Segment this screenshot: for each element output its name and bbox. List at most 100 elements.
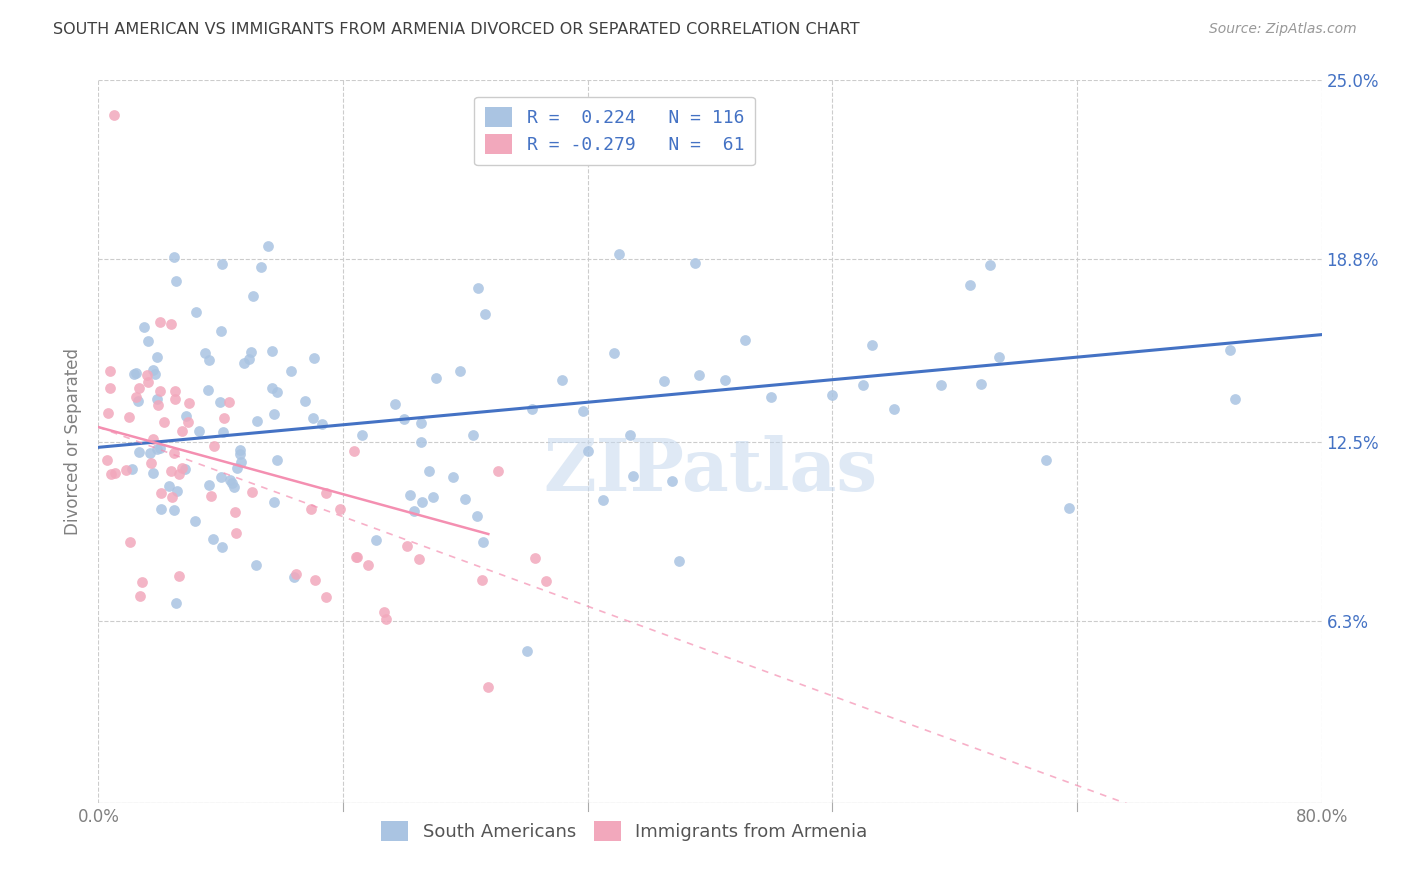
- Point: [688, 368, 710, 382]
- Point: [187, 424, 209, 438]
- Text: Source: ZipAtlas.com: Source: ZipAtlas.com: [1209, 22, 1357, 37]
- Point: [315, 486, 337, 500]
- Point: [177, 396, 200, 410]
- Point: [356, 558, 378, 572]
- Point: [98, 364, 121, 378]
- Point: [239, 345, 262, 359]
- Point: [461, 427, 484, 442]
- Point: [311, 417, 333, 432]
- Point: [146, 392, 169, 407]
- Point: [408, 552, 430, 566]
- Legend: South Americans, Immigrants from Armenia: South Americans, Immigrants from Armenia: [374, 814, 875, 848]
- Point: [160, 317, 183, 331]
- Point: [411, 416, 433, 430]
- Point: [411, 434, 433, 449]
- Point: [304, 573, 326, 587]
- Point: [284, 566, 307, 581]
- Point: [454, 491, 477, 506]
- Point: [118, 410, 141, 425]
- Point: [366, 533, 388, 547]
- Point: [214, 411, 236, 425]
- Point: [1223, 392, 1246, 407]
- Point: [174, 409, 197, 423]
- Point: [165, 274, 187, 288]
- Point: [136, 334, 159, 349]
- Point: [422, 490, 444, 504]
- Point: [260, 344, 283, 359]
- Point: [474, 307, 496, 321]
- Point: [821, 388, 844, 402]
- Point: [218, 394, 240, 409]
- Point: [607, 247, 630, 261]
- Point: [759, 390, 782, 404]
- Point: [240, 485, 263, 500]
- Point: [100, 467, 122, 482]
- Point: [860, 338, 883, 352]
- Point: [988, 350, 1011, 364]
- Point: [396, 539, 419, 553]
- Point: [208, 394, 231, 409]
- Point: [576, 444, 599, 458]
- Point: [211, 257, 233, 271]
- Point: [129, 590, 152, 604]
- Point: [399, 487, 422, 501]
- Point: [373, 605, 395, 619]
- Point: [959, 277, 981, 292]
- Point: [714, 373, 737, 387]
- Point: [418, 464, 440, 478]
- Point: [683, 255, 706, 269]
- Point: [166, 483, 188, 498]
- Point: [167, 467, 190, 481]
- Point: [302, 351, 325, 365]
- Point: [551, 373, 574, 387]
- Point: [157, 479, 180, 493]
- Point: [472, 535, 495, 549]
- Point: [266, 384, 288, 399]
- Point: [177, 415, 200, 429]
- Text: ZIPatlas: ZIPatlas: [543, 435, 877, 506]
- Point: [201, 533, 224, 547]
- Point: [471, 573, 494, 587]
- Point: [346, 550, 368, 565]
- Point: [149, 486, 172, 500]
- Point: [125, 367, 148, 381]
- Point: [257, 239, 280, 253]
- Point: [128, 380, 150, 394]
- Point: [226, 460, 249, 475]
- Point: [441, 470, 464, 484]
- Point: [96, 452, 118, 467]
- Point: [344, 549, 367, 564]
- Point: [165, 596, 187, 610]
- Point: [162, 502, 184, 516]
- Point: [621, 469, 644, 483]
- Point: [280, 364, 302, 378]
- Point: [200, 489, 222, 503]
- Point: [668, 554, 690, 568]
- Point: [343, 443, 366, 458]
- Point: [245, 558, 267, 573]
- Point: [250, 260, 273, 275]
- Point: [194, 346, 217, 360]
- Point: [139, 456, 162, 470]
- Point: [159, 464, 181, 478]
- Point: [146, 351, 169, 365]
- Point: [142, 466, 165, 480]
- Point: [302, 411, 325, 425]
- Point: [661, 475, 683, 489]
- Point: [246, 414, 269, 428]
- Point: [197, 352, 219, 367]
- Point: [262, 381, 284, 395]
- Point: [167, 569, 190, 583]
- Point: [572, 403, 595, 417]
- Point: [477, 680, 499, 694]
- Point: [163, 392, 186, 406]
- Point: [103, 108, 125, 122]
- Point: [516, 644, 538, 658]
- Point: [224, 505, 246, 519]
- Point: [229, 447, 252, 461]
- Point: [211, 541, 233, 555]
- Point: [315, 591, 337, 605]
- Point: [883, 402, 905, 417]
- Point: [97, 406, 120, 420]
- Point: [222, 480, 245, 494]
